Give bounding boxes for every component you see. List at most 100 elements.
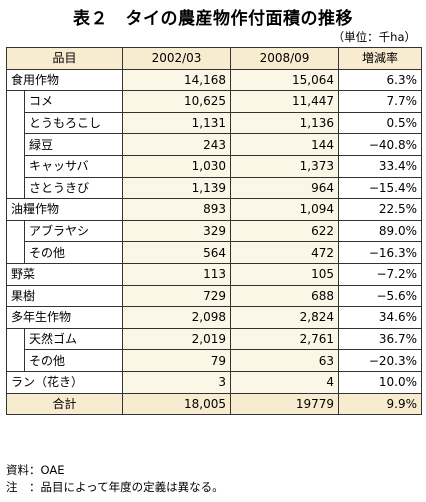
crop-area-table: 品目 2002/03 2008/09 増減率 食用作物 14,168 15,064 6… bbox=[5, 47, 423, 416]
value-2002: 1,030 bbox=[122, 154, 232, 178]
value-2002: 564 bbox=[122, 241, 232, 264]
row-label: その他 bbox=[23, 349, 124, 372]
indent-cell bbox=[6, 328, 25, 350]
value-2002: 1,131 bbox=[122, 111, 232, 135]
indent-cell bbox=[6, 155, 25, 178]
value-2008: 11,447 bbox=[230, 90, 340, 113]
row-label: その他 bbox=[23, 241, 124, 264]
value-rate: −5.6% bbox=[338, 284, 423, 308]
table-row-subitem: アブラヤシ 329 622 89.0% bbox=[6, 219, 423, 243]
indent-cell bbox=[6, 241, 25, 264]
value-2002: 79 bbox=[122, 349, 232, 372]
row-label: 油糧作物 bbox=[5, 198, 124, 221]
value-rate: 34.6% bbox=[338, 306, 423, 329]
value-rate: −16.3% bbox=[338, 241, 423, 264]
value-rate: 0.5% bbox=[338, 111, 423, 135]
value-2002: 2,019 bbox=[122, 327, 232, 351]
table-row-subitem: 天然ゴム 2,019 2,761 36.7% bbox=[6, 327, 423, 351]
table-row-category: 野菜 113 105 −7.2% bbox=[5, 262, 423, 286]
value-2002: 729 bbox=[122, 284, 232, 308]
row-label: さとうきび bbox=[23, 176, 124, 200]
total-row: 合計 18,005 19779 9.9% bbox=[5, 392, 423, 416]
value-2002: 329 bbox=[122, 219, 232, 243]
unit-label: （単位：千ha） bbox=[332, 30, 416, 44]
value-2008: 622 bbox=[230, 219, 340, 243]
table-row-subitem: さとうきび 1,139 964 −15.4% bbox=[6, 176, 423, 200]
value-2002: 3 bbox=[122, 370, 232, 394]
row-label: ラン（花き） bbox=[5, 370, 124, 394]
table-row-subitem: コメ 10,625 11,447 7.7% bbox=[6, 90, 423, 113]
value-2002: 1,139 bbox=[122, 176, 232, 200]
value-2008: 472 bbox=[230, 241, 340, 264]
header-rate: 増減率 bbox=[338, 47, 423, 70]
indent-cell bbox=[6, 349, 25, 372]
value-rate: −20.3% bbox=[338, 349, 423, 372]
table-row-subitem: その他 564 472 −16.3% bbox=[6, 241, 423, 264]
header-row: 品目 2002/03 2008/09 増減率 bbox=[5, 47, 423, 70]
indent-cell bbox=[6, 90, 25, 113]
row-label: 果樹 bbox=[5, 284, 124, 308]
table-body: 食用作物 14,168 15,064 6.3% コメ 10,625 11,447 7.7% とう… bbox=[5, 68, 423, 394]
value-2002: 10,625 bbox=[122, 90, 232, 113]
indent-cell bbox=[6, 177, 25, 200]
total-label: 合計 bbox=[5, 392, 124, 416]
value-rate: 10.0% bbox=[338, 370, 423, 394]
value-rate: −15.4% bbox=[338, 176, 423, 200]
value-rate: 7.7% bbox=[338, 90, 423, 113]
value-2008: 1,094 bbox=[230, 198, 340, 221]
source-note: 資料：OAE bbox=[6, 463, 65, 477]
table-row-category: ラン（花き） 3 4 10.0% bbox=[5, 370, 423, 394]
total-2008: 19779 bbox=[230, 392, 340, 416]
table-row-category: 果樹 729 688 −5.6% bbox=[5, 284, 423, 308]
value-2002: 2,098 bbox=[122, 306, 232, 329]
definition-note: 注 ：品目によって年度の定義は異なる。 bbox=[6, 480, 224, 494]
row-label: 野菜 bbox=[5, 262, 124, 286]
table-row-category: 食用作物 14,168 15,064 6.3% bbox=[5, 68, 423, 92]
table-row-category: 多年生作物 2,098 2,824 34.6% bbox=[5, 306, 423, 329]
header-2008: 2008/09 bbox=[230, 47, 340, 70]
row-label: 天然ゴム bbox=[23, 327, 124, 351]
value-2008: 4 bbox=[230, 370, 340, 394]
row-label: 食用作物 bbox=[5, 68, 124, 92]
header-item: 品目 bbox=[5, 47, 124, 70]
value-2008: 15,064 bbox=[230, 68, 340, 92]
row-label: アブラヤシ bbox=[23, 219, 124, 243]
table-row-subitem: その他 79 63 −20.3% bbox=[6, 349, 423, 372]
total-rate: 9.9% bbox=[338, 392, 423, 416]
header-2002: 2002/03 bbox=[122, 47, 232, 70]
value-2008: 1,373 bbox=[230, 154, 340, 178]
row-label: キャッサバ bbox=[23, 154, 124, 178]
indent-cell bbox=[6, 220, 25, 242]
value-rate: 36.7% bbox=[338, 327, 423, 351]
value-2008: 1,136 bbox=[230, 111, 340, 135]
value-2008: 964 bbox=[230, 176, 340, 200]
value-2002: 893 bbox=[122, 198, 232, 221]
value-rate: 33.4% bbox=[338, 154, 423, 178]
value-2008: 63 bbox=[230, 349, 340, 372]
value-2002: 113 bbox=[122, 262, 232, 286]
value-2002: 243 bbox=[122, 133, 232, 156]
value-2002: 14,168 bbox=[122, 68, 232, 92]
value-2008: 105 bbox=[230, 262, 340, 286]
value-rate: 89.0% bbox=[338, 219, 423, 243]
row-label: とうもろこし bbox=[23, 111, 124, 135]
value-rate: −7.2% bbox=[338, 262, 423, 286]
row-label: 多年生作物 bbox=[5, 306, 124, 329]
table-row-category: 油糧作物 893 1,094 22.5% bbox=[5, 198, 423, 221]
table-title: 表２ タイの農産物作付面積の推移 bbox=[73, 9, 353, 29]
value-rate: 6.3% bbox=[338, 68, 423, 92]
table-row-subitem: キャッサバ 1,030 1,373 33.4% bbox=[6, 154, 423, 178]
indent-cell bbox=[6, 112, 25, 134]
row-label: コメ bbox=[23, 90, 124, 113]
table-row-subitem: 緑豆 243 144 −40.8% bbox=[6, 133, 423, 156]
table-row-subitem: とうもろこし 1,131 1,136 0.5% bbox=[6, 111, 423, 135]
footnotes: 資料：OAE 注 ：品目によって年度の定義は異なる。 bbox=[6, 462, 224, 496]
value-2008: 688 bbox=[230, 284, 340, 308]
indent-cell bbox=[6, 133, 25, 156]
row-label: 緑豆 bbox=[23, 133, 124, 156]
total-2002: 18,005 bbox=[122, 392, 232, 416]
value-2008: 2,824 bbox=[230, 306, 340, 329]
value-2008: 144 bbox=[230, 133, 340, 156]
value-2008: 2,761 bbox=[230, 327, 340, 351]
value-rate: 22.5% bbox=[338, 198, 423, 221]
